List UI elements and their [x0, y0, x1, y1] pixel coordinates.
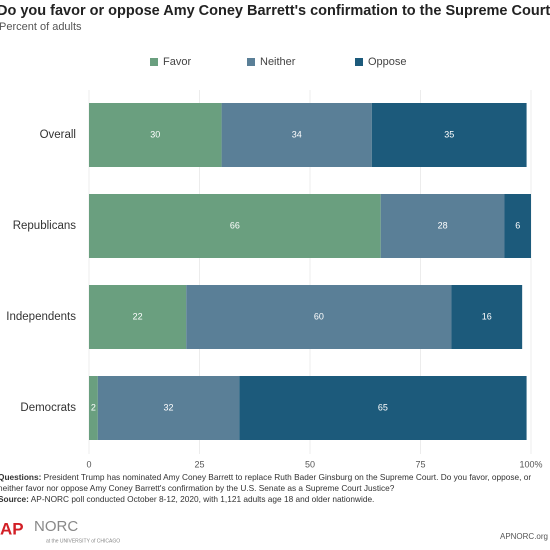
value-label: 6: [515, 220, 520, 230]
questions-text: President Trump has nominated Amy Coney …: [0, 472, 532, 493]
legend-label: Oppose: [368, 56, 407, 68]
y-tick-label: Independents: [6, 311, 76, 323]
bar-segment: [239, 376, 527, 440]
bar-segment: [89, 376, 98, 440]
value-label: 34: [292, 129, 302, 139]
bar-segment: [97, 376, 240, 440]
legend-label: Neither: [260, 56, 296, 68]
y-tick-label: Republicans: [13, 220, 77, 232]
x-tick-label: 75: [415, 459, 425, 469]
url: APNORC.org: [500, 532, 548, 541]
logo-ap: AP: [0, 519, 24, 538]
value-label: 32: [164, 402, 174, 412]
x-tick-label: 0: [86, 459, 91, 469]
legend-swatch: [150, 58, 158, 66]
source-label: Source:: [0, 494, 29, 504]
questions-label: Questions:: [0, 472, 42, 482]
questions: Questions: President Trump has nominated…: [0, 472, 546, 494]
bar-segment: [89, 285, 187, 349]
legend-swatch: [355, 58, 363, 66]
x-tick-label: 100%: [519, 459, 542, 469]
legend-label: Favor: [163, 56, 191, 68]
x-tick-label: 25: [194, 459, 204, 469]
legend-swatch: [247, 58, 255, 66]
notes: Questions: President Trump has nominated…: [0, 472, 546, 505]
value-label: 66: [230, 220, 240, 230]
bar-segment: [371, 103, 527, 167]
source-text: AP-NORC poll conducted October 8-12, 202…: [30, 494, 375, 504]
bar-segment: [380, 194, 505, 258]
value-label: 35: [444, 129, 454, 139]
value-label: 22: [133, 311, 143, 321]
bar-segment: [186, 285, 452, 349]
x-tick-label: 50: [305, 459, 315, 469]
chart-subtitle: Percent of adults: [0, 21, 82, 33]
bar-segment: [451, 285, 523, 349]
value-label: 60: [314, 311, 324, 321]
chart-title: Do you favor or oppose Amy Coney Barrett…: [0, 3, 550, 19]
bar-segment: [504, 194, 531, 258]
source: Source: AP-NORC poll conducted October 8…: [0, 494, 546, 505]
y-tick-label: Overall: [40, 129, 76, 141]
value-label: 16: [482, 311, 492, 321]
value-label: 2: [91, 402, 96, 412]
logo-norc: NORC: [34, 518, 78, 535]
value-label: 65: [378, 402, 388, 412]
bar-segment: [221, 103, 372, 167]
bar-segment: [89, 194, 381, 258]
bar-segment: [89, 103, 222, 167]
y-tick-label: Democrats: [20, 402, 76, 414]
value-label: 28: [438, 220, 448, 230]
value-label: 30: [150, 129, 160, 139]
logo-norc-sub: at the UNIVERSITY of CHICAGO: [46, 538, 120, 544]
